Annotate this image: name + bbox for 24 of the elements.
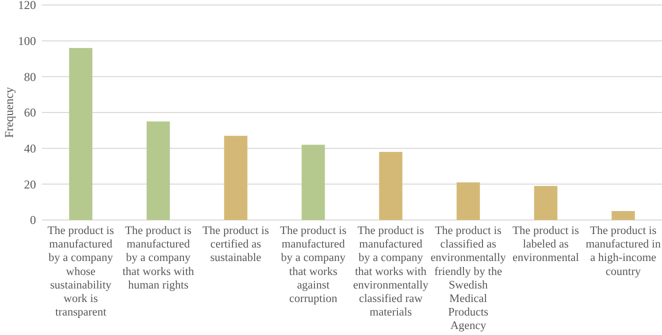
y-tick-label: 60 [24,106,36,120]
x-tick-label: The product is manufactured by a company that works with environmentally classified raw materials [353,225,429,319]
x-tick-label: The product is manufactured by a company whose sustainability work is transparent [48,225,114,319]
x-tick-label: The product is manufactured by a company that works against corruption [280,225,347,305]
bar [146,121,170,220]
bar [69,48,92,220]
y-tick-label: 0 [30,213,36,228]
y-tick-label: 120 [18,0,36,12]
y-tick-label: 20 [24,177,36,192]
x-tick-label: The product is manufactured by a company that works with human rights [122,225,194,292]
bar [612,211,635,220]
x-tick-label: The product is labeled as environmental [512,225,580,264]
x-tick-label: The product is classified as environmentally friendly by the Swedish Medical Products Agency [430,225,506,332]
y-tick-label: 100 [18,34,36,48]
x-tick-label: The product is manufactured in a high-income country [586,225,662,278]
y-tick-label: 80 [24,70,36,84]
x-tick-label: The product is certified as sustainable [202,225,270,264]
bar [224,136,248,220]
bar [456,182,480,220]
y-axis-title: Frequency [2,87,16,138]
bar [534,186,558,220]
y-tick-label: 40 [24,142,36,156]
bar [302,144,325,220]
bar [379,152,402,220]
